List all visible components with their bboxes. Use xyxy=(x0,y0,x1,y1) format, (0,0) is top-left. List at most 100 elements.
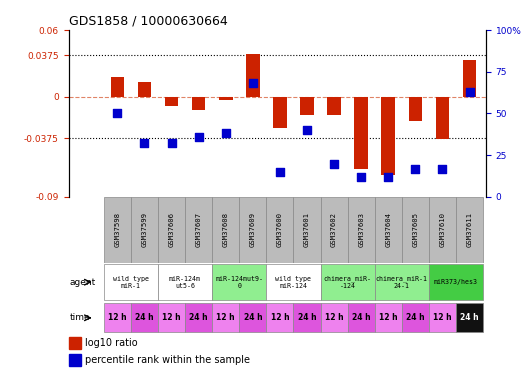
Point xyxy=(330,160,338,166)
Text: miR-124m
ut5-6: miR-124m ut5-6 xyxy=(169,276,201,289)
Bar xyxy=(463,60,476,97)
Bar xyxy=(185,303,212,332)
Text: 24 h: 24 h xyxy=(352,314,371,322)
Bar xyxy=(266,197,294,262)
Text: 24 h: 24 h xyxy=(460,314,479,322)
Text: 24 h: 24 h xyxy=(190,314,208,322)
Text: GSM37610: GSM37610 xyxy=(439,212,446,247)
Bar xyxy=(402,197,429,262)
Bar xyxy=(111,77,124,97)
Text: 12 h: 12 h xyxy=(162,314,181,322)
Text: GSM37604: GSM37604 xyxy=(385,212,391,247)
Point xyxy=(194,134,203,140)
Text: 24 h: 24 h xyxy=(243,314,262,322)
Text: 12 h: 12 h xyxy=(270,314,289,322)
Text: 24 h: 24 h xyxy=(135,314,154,322)
Bar xyxy=(456,197,483,262)
Text: GSM37602: GSM37602 xyxy=(331,212,337,247)
Bar xyxy=(273,97,287,128)
Bar xyxy=(192,97,205,110)
Bar xyxy=(219,97,232,100)
Text: GSM37600: GSM37600 xyxy=(277,212,283,247)
Bar xyxy=(402,303,429,332)
Bar xyxy=(266,264,320,300)
Point xyxy=(384,174,392,180)
Bar xyxy=(158,303,185,332)
Text: wild type
miR-124: wild type miR-124 xyxy=(276,276,312,289)
Text: GSM37598: GSM37598 xyxy=(115,212,120,247)
Bar xyxy=(456,303,483,332)
Bar xyxy=(382,97,395,175)
Point xyxy=(465,89,474,95)
Text: agent: agent xyxy=(70,278,96,286)
Bar xyxy=(69,337,81,349)
Bar xyxy=(429,303,456,332)
Text: GSM37611: GSM37611 xyxy=(467,212,473,247)
Text: 12 h: 12 h xyxy=(216,314,235,322)
Text: miR373/hes3: miR373/hes3 xyxy=(434,279,478,285)
Text: GSM37603: GSM37603 xyxy=(358,212,364,247)
Bar xyxy=(320,264,375,300)
Bar xyxy=(294,303,320,332)
Bar xyxy=(158,197,185,262)
Point xyxy=(411,165,420,171)
Text: GSM37607: GSM37607 xyxy=(196,212,202,247)
Bar xyxy=(354,97,368,169)
Text: 24 h: 24 h xyxy=(298,314,316,322)
Text: GSM37599: GSM37599 xyxy=(142,212,147,247)
Text: GDS1858 / 10000630664: GDS1858 / 10000630664 xyxy=(69,15,228,27)
Point xyxy=(438,165,447,171)
Text: GSM37609: GSM37609 xyxy=(250,212,256,247)
Bar xyxy=(429,264,483,300)
Bar xyxy=(375,264,429,300)
Text: 24 h: 24 h xyxy=(406,314,425,322)
Point xyxy=(357,174,365,180)
Bar xyxy=(327,97,341,114)
Bar xyxy=(212,264,266,300)
Bar xyxy=(104,197,131,262)
Bar xyxy=(239,197,266,262)
Text: 12 h: 12 h xyxy=(433,314,452,322)
Point xyxy=(276,169,284,175)
Bar xyxy=(165,97,178,106)
Bar xyxy=(347,197,375,262)
Text: chimera_miR-1
24-1: chimera_miR-1 24-1 xyxy=(376,275,428,289)
Point xyxy=(140,141,149,147)
Point xyxy=(222,130,230,136)
Text: GSM37601: GSM37601 xyxy=(304,212,310,247)
Bar xyxy=(131,303,158,332)
Text: 12 h: 12 h xyxy=(325,314,343,322)
Bar xyxy=(294,197,320,262)
Bar xyxy=(158,264,212,300)
Text: percentile rank within the sample: percentile rank within the sample xyxy=(86,355,250,365)
Text: wild type
miR-1: wild type miR-1 xyxy=(113,276,149,289)
Text: GSM37605: GSM37605 xyxy=(412,212,418,247)
Bar xyxy=(375,197,402,262)
Bar xyxy=(104,303,131,332)
Bar xyxy=(266,303,294,332)
Text: miR-124mut9-
0: miR-124mut9- 0 xyxy=(215,276,263,289)
Bar xyxy=(409,97,422,121)
Bar xyxy=(212,197,239,262)
Text: chimera_miR-
-124: chimera_miR- -124 xyxy=(324,275,372,289)
Point xyxy=(303,127,311,133)
Bar xyxy=(185,197,212,262)
Bar xyxy=(320,303,347,332)
Bar xyxy=(246,54,260,97)
Text: GSM37606: GSM37606 xyxy=(168,212,175,247)
Point xyxy=(167,141,176,147)
Bar xyxy=(239,303,266,332)
Bar xyxy=(347,303,375,332)
Bar xyxy=(104,264,158,300)
Point xyxy=(249,80,257,86)
Text: 12 h: 12 h xyxy=(379,314,398,322)
Bar xyxy=(436,97,449,139)
Bar xyxy=(375,303,402,332)
Bar xyxy=(138,82,151,97)
Bar xyxy=(131,197,158,262)
Bar xyxy=(429,197,456,262)
Text: log10 ratio: log10 ratio xyxy=(86,338,138,348)
Text: GSM37608: GSM37608 xyxy=(223,212,229,247)
Text: time: time xyxy=(70,314,91,322)
Point xyxy=(113,110,121,116)
